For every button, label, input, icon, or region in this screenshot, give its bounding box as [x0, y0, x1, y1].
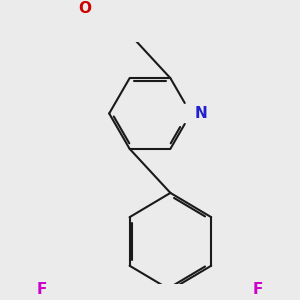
- Text: F: F: [253, 283, 263, 298]
- Text: F: F: [37, 283, 47, 298]
- Text: N: N: [194, 106, 207, 121]
- Text: O: O: [78, 1, 92, 16]
